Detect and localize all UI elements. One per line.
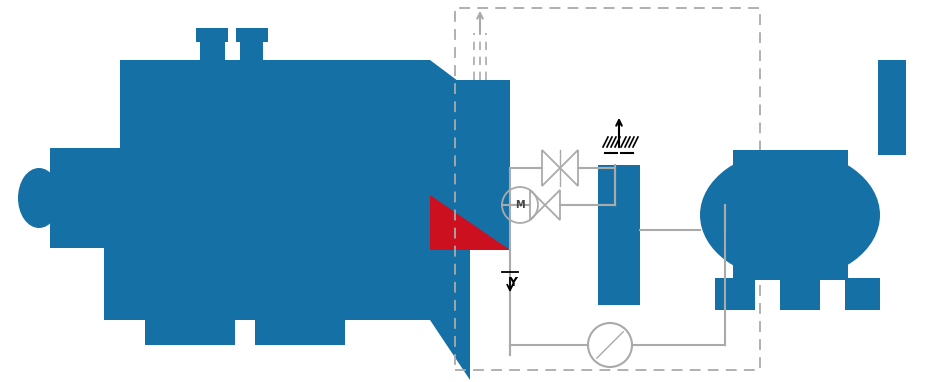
Bar — [430, 160, 469, 320]
Text: M: M — [514, 200, 524, 210]
Bar — [195, 28, 228, 42]
Polygon shape — [430, 195, 510, 250]
Bar — [104, 220, 122, 320]
Bar — [200, 40, 225, 62]
Polygon shape — [430, 60, 469, 380]
Bar — [50, 148, 127, 248]
Bar — [715, 278, 754, 310]
Bar — [844, 278, 879, 310]
Text: Y: Y — [508, 275, 517, 288]
Bar — [430, 80, 510, 250]
Bar — [240, 40, 262, 62]
Ellipse shape — [700, 150, 879, 280]
Bar — [236, 28, 268, 42]
Bar — [255, 318, 345, 345]
Bar — [877, 60, 905, 155]
Bar — [598, 165, 639, 305]
Bar — [120, 60, 430, 320]
Bar — [454, 8, 759, 370]
Ellipse shape — [18, 168, 59, 228]
Bar — [144, 318, 235, 345]
Bar — [104, 148, 122, 220]
Bar — [732, 150, 847, 280]
Bar — [779, 278, 819, 310]
